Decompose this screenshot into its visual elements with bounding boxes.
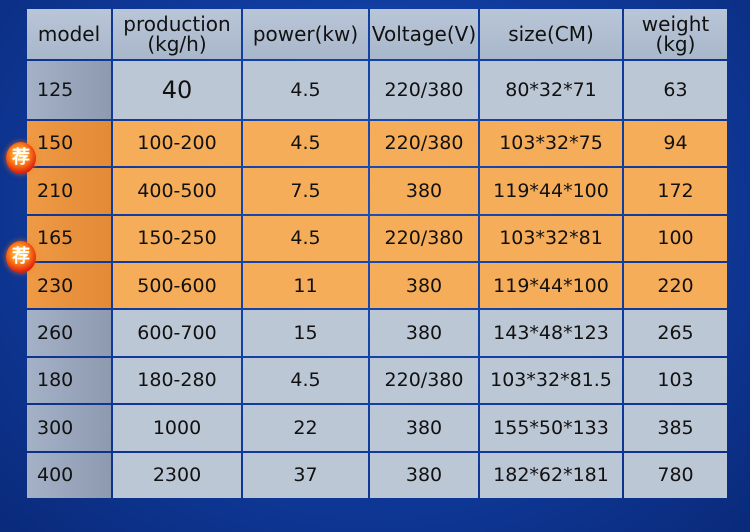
power-cell: 11 [243,262,368,309]
model-cell: 180 [27,357,111,404]
power-cell: 15 [243,310,368,356]
production-cell: 500-600 [113,262,241,309]
production-cell: 40 [113,61,241,119]
model-cell: 125 [27,61,111,119]
weight-cell: 94 [624,120,727,167]
header-production: production (kg/h) [113,9,241,59]
production-cell: 100-200 [113,120,241,167]
power-cell: 7.5 [243,168,368,214]
weight-cell: 780 [624,452,727,498]
power-cell: 4.5 [243,215,368,261]
model-cell: 300 [27,405,111,451]
size-cell: 80*32*71 [480,61,622,119]
header-model: model [27,9,111,59]
model-cell: 230 [27,262,111,309]
weight-cell: 63 [624,61,727,119]
voltage-cell: 220/380 [370,120,478,167]
table-row: 150 100-200 4.5 220/380 103*32*75 94 [27,120,727,167]
voltage-cell: 380 [370,310,478,356]
voltage-cell: 220/380 [370,61,478,119]
production-cell: 180-280 [113,357,241,404]
model-cell: 150 [27,120,111,167]
size-cell: 119*44*100 [480,168,622,214]
power-cell: 37 [243,452,368,498]
recommend-badge-icon: 荐 [6,241,36,273]
size-cell: 119*44*100 [480,262,622,309]
header-weight: weight (kg) [624,9,727,59]
table-row: 300 1000 22 380 155*50*133 385 [27,405,727,451]
size-cell: 103*32*75 [480,120,622,167]
model-cell: 210 [27,168,111,214]
table-row: 260 600-700 15 380 143*48*123 265 [27,310,727,356]
power-cell: 4.5 [243,357,368,404]
header-voltage: Voltage(V) [370,9,478,59]
voltage-cell: 380 [370,262,478,309]
production-cell: 150-250 [113,215,241,261]
model-cell: 165 [27,215,111,261]
table-row: 400 2300 37 380 182*62*181 780 [27,452,727,498]
spec-table: model production (kg/h) power(kw) Voltage… [25,7,729,500]
size-cell: 103*32*81.5 [480,357,622,404]
production-cell: 2300 [113,452,241,498]
voltage-cell: 380 [370,452,478,498]
header-power: power(kw) [243,9,368,59]
weight-cell: 103 [624,357,727,404]
size-cell: 155*50*133 [480,405,622,451]
weight-cell: 220 [624,262,727,309]
model-cell: 260 [27,310,111,356]
table-row: 210 400-500 7.5 380 119*44*100 172 [27,168,727,214]
power-cell: 22 [243,405,368,451]
voltage-cell: 220/380 [370,215,478,261]
weight-cell: 100 [624,215,727,261]
table-row: 165 150-250 4.5 220/380 103*32*81 100 [27,215,727,261]
recommend-badge-icon: 荐 [6,142,36,174]
production-cell: 1000 [113,405,241,451]
table-row: 180 180-280 4.5 220/380 103*32*81.5 103 [27,357,727,404]
weight-cell: 172 [624,168,727,214]
size-cell: 182*62*181 [480,452,622,498]
size-cell: 103*32*81 [480,215,622,261]
voltage-cell: 380 [370,405,478,451]
power-cell: 4.5 [243,61,368,119]
weight-cell: 265 [624,310,727,356]
size-cell: 143*48*123 [480,310,622,356]
production-cell: 400-500 [113,168,241,214]
header-size: size(CM) [480,9,622,59]
power-cell: 4.5 [243,120,368,167]
weight-cell: 385 [624,405,727,451]
production-cell: 600-700 [113,310,241,356]
model-cell: 400 [27,452,111,498]
table-row: 230 500-600 11 380 119*44*100 220 [27,262,727,309]
voltage-cell: 220/380 [370,357,478,404]
header-row: model production (kg/h) power(kw) Voltage… [27,9,727,59]
table-row: 125 40 4.5 220/380 80*32*71 63 [27,61,727,119]
voltage-cell: 380 [370,168,478,214]
